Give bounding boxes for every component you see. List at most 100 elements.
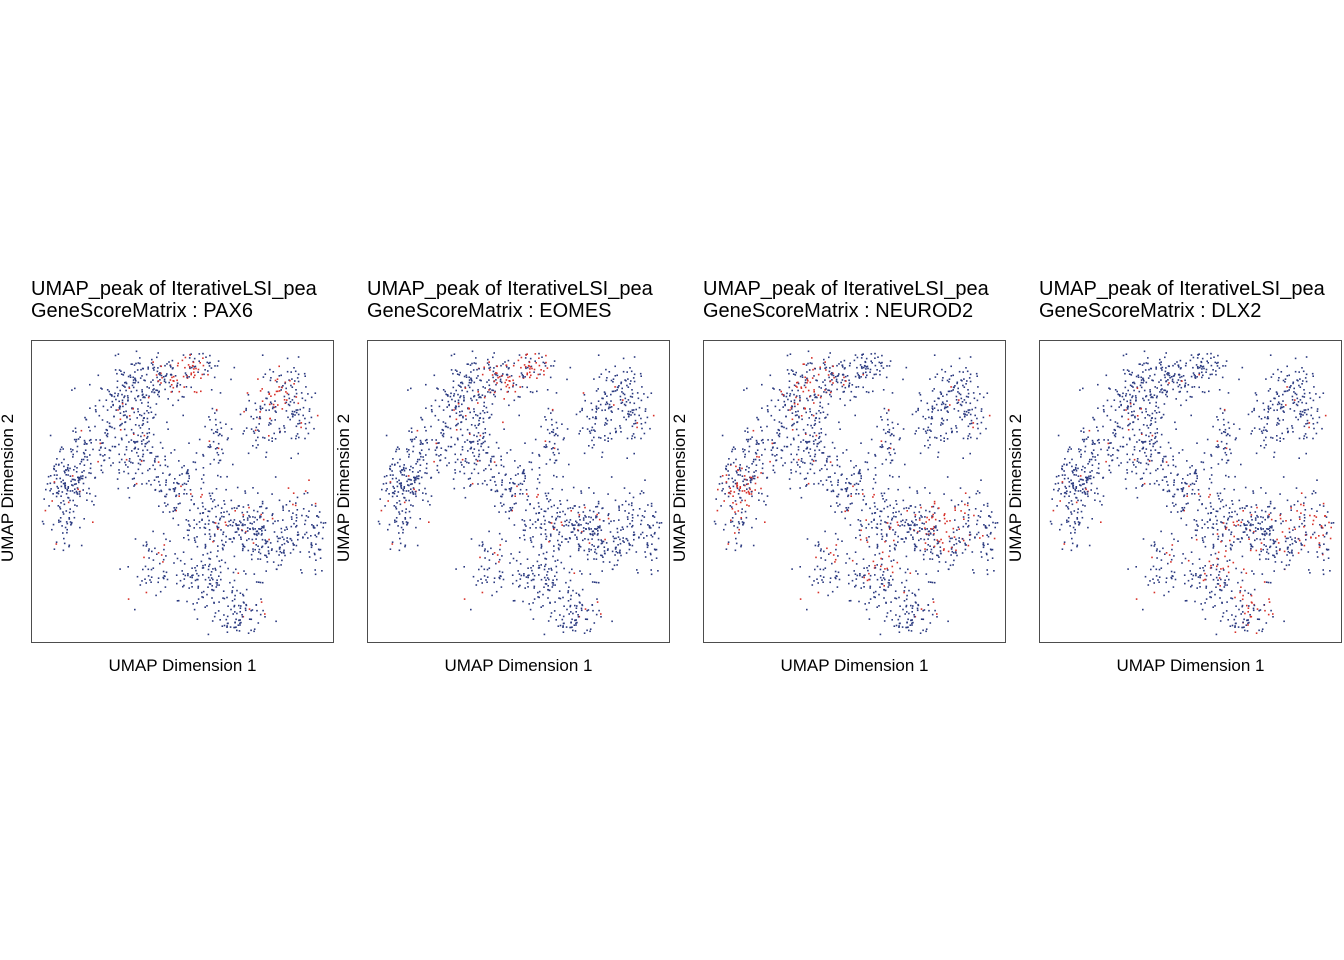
cell-point <box>183 537 185 539</box>
cell-point <box>154 458 156 460</box>
cell-point <box>756 441 758 444</box>
cell-point <box>719 475 722 478</box>
cell-point <box>957 387 959 390</box>
cell-point <box>415 463 417 465</box>
cell-point <box>905 598 908 601</box>
cell-point <box>299 551 302 553</box>
cell-point <box>431 410 433 413</box>
cell-point <box>539 373 541 376</box>
cell-point <box>274 419 276 421</box>
cell-point <box>160 490 163 493</box>
cell-point <box>595 405 598 408</box>
cell-point <box>623 393 626 396</box>
cell-point <box>636 392 639 394</box>
cell-point <box>422 443 424 445</box>
cell-point <box>937 540 939 543</box>
cell-point <box>862 493 864 495</box>
cell-point <box>910 619 913 621</box>
cell-point <box>967 544 970 547</box>
cell-point <box>165 505 167 507</box>
cell-point <box>128 415 131 417</box>
cell-point <box>931 581 934 584</box>
cell-point <box>392 474 394 476</box>
cell-point <box>256 609 258 612</box>
cell-point <box>483 412 486 414</box>
cell-point <box>881 419 883 421</box>
cell-point <box>157 461 160 463</box>
cell-point <box>141 375 143 377</box>
cell-point <box>229 524 232 526</box>
cell-point <box>202 564 204 567</box>
cell-point <box>208 519 210 522</box>
cell-point <box>895 516 897 518</box>
cell-point <box>208 492 211 495</box>
cell-point <box>845 380 847 382</box>
cell-point <box>652 515 655 517</box>
cell-point <box>803 384 806 387</box>
cell-point <box>213 376 216 379</box>
cell-point <box>135 482 138 485</box>
cell-point <box>980 510 982 512</box>
cell-point <box>216 582 219 584</box>
cell-point <box>890 601 892 603</box>
cell-point <box>234 611 236 613</box>
cell-point <box>840 488 843 491</box>
cell-point <box>868 545 871 548</box>
cell-point <box>569 579 572 582</box>
cell-point <box>735 542 738 545</box>
cell-point <box>812 414 815 417</box>
cell-point <box>647 544 649 547</box>
cell-point <box>414 491 417 493</box>
cell-point <box>455 412 458 414</box>
cell-point <box>538 455 541 457</box>
cell-point <box>501 555 503 557</box>
cell-point <box>266 520 269 522</box>
cell-point <box>838 363 840 365</box>
cell-point <box>291 518 293 520</box>
cell-point <box>978 492 981 494</box>
cell-point <box>189 367 191 370</box>
cell-point <box>171 359 174 362</box>
cell-point <box>60 485 63 488</box>
cell-point <box>860 366 863 368</box>
cell-point <box>73 469 75 471</box>
cell-point <box>413 479 416 482</box>
cell-point <box>517 466 519 469</box>
cell-point <box>913 614 915 616</box>
cell-point <box>813 391 815 393</box>
cell-point <box>741 521 744 523</box>
cell-point <box>436 387 438 389</box>
cell-point <box>275 411 277 413</box>
cell-point <box>607 493 609 495</box>
cell-point <box>234 621 236 624</box>
cell-point <box>915 546 918 548</box>
cell-point <box>891 619 893 621</box>
cell-point <box>575 624 577 626</box>
cell-point <box>190 372 193 374</box>
cell-point <box>477 432 480 434</box>
cell-point <box>219 476 222 478</box>
cell-point <box>609 406 612 409</box>
cell-point <box>730 463 732 466</box>
cell-point <box>520 366 522 369</box>
cell-point <box>554 433 557 435</box>
cell-point <box>743 490 746 492</box>
cell-point <box>617 536 620 538</box>
cell-point <box>301 572 303 574</box>
cell-point <box>950 386 952 388</box>
cell-point <box>879 586 881 588</box>
cell-point <box>923 558 925 561</box>
cell-point <box>498 511 500 513</box>
cell-point <box>874 364 877 367</box>
cell-point <box>650 569 652 571</box>
cell-point <box>396 502 398 504</box>
cell-point <box>880 533 883 535</box>
cell-point <box>628 503 630 506</box>
cell-point <box>239 622 241 625</box>
cell-point <box>118 369 121 371</box>
cell-point <box>211 620 214 622</box>
cell-point <box>115 409 117 411</box>
cell-point <box>523 573 525 575</box>
cell-point <box>490 489 492 491</box>
cell-point <box>555 392 558 394</box>
